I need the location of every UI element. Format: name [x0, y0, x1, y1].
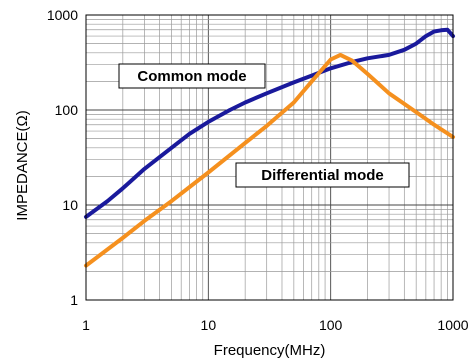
common-mode-line	[84, 27, 455, 219]
axis-ticks: 1 10 100 1000 1 10 100 1000	[47, 7, 469, 333]
x-tick-label: 10	[201, 317, 217, 333]
plot-frame	[85, 14, 454, 301]
y-axis-title: IMPEDANCE(Ω)	[14, 110, 31, 220]
common-mode-label-box	[118, 63, 266, 89]
x-axis-title: Frequency(MHz)	[214, 342, 326, 359]
grid	[86, 15, 453, 300]
x-tick-label: 1000	[437, 317, 468, 333]
y-tick-label: 1000	[47, 7, 78, 23]
y-tick-label: 1	[70, 292, 78, 308]
common-mode-label: Common mode	[118, 63, 266, 89]
plot-lines	[84, 27, 455, 268]
y-tick-label: 100	[55, 102, 79, 118]
differential-mode-line	[84, 52, 455, 268]
common-mode-label-text: Common mode	[137, 68, 246, 85]
differential-mode-label-text: Differential mode	[261, 167, 384, 184]
x-tick-label: 100	[319, 317, 343, 333]
differential-mode-label: Differential mode	[235, 162, 410, 188]
differential-mode-label-box	[235, 162, 410, 188]
y-tick-label: 10	[62, 197, 78, 213]
x-tick-label: 1	[82, 317, 90, 333]
